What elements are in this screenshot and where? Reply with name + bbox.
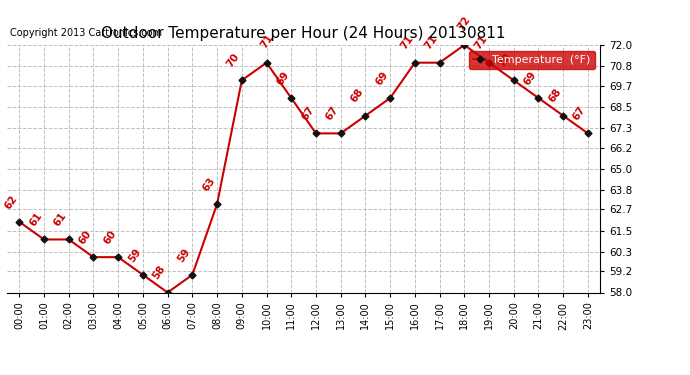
- Text: Copyright 2013 Cartronics.com: Copyright 2013 Cartronics.com: [10, 28, 162, 38]
- Text: 70: 70: [225, 51, 241, 69]
- Text: 60: 60: [101, 228, 118, 246]
- Text: 62: 62: [3, 193, 19, 211]
- Text: 60: 60: [77, 228, 93, 246]
- Text: 69: 69: [522, 69, 538, 87]
- Text: 68: 68: [546, 87, 563, 105]
- Text: 67: 67: [324, 105, 341, 122]
- Text: 61: 61: [52, 211, 68, 228]
- Legend: Temperature  (°F): Temperature (°F): [469, 51, 595, 69]
- Text: 71: 71: [423, 34, 440, 52]
- Text: 58: 58: [151, 264, 168, 281]
- Text: 71: 71: [398, 34, 415, 52]
- Text: 59: 59: [126, 246, 143, 264]
- Text: 68: 68: [349, 87, 365, 105]
- Text: 69: 69: [275, 69, 291, 87]
- Text: 72: 72: [456, 15, 473, 33]
- Text: 61: 61: [28, 211, 44, 228]
- Text: 71: 71: [473, 34, 489, 52]
- Text: 63: 63: [201, 176, 217, 193]
- Text: 67: 67: [571, 105, 588, 122]
- Text: 71: 71: [258, 33, 275, 50]
- Text: 69: 69: [373, 69, 390, 87]
- Title: Outdoor Temperature per Hour (24 Hours) 20130811: Outdoor Temperature per Hour (24 Hours) …: [101, 26, 506, 41]
- Text: 59: 59: [176, 246, 193, 264]
- Text: 70: 70: [497, 51, 514, 69]
- Text: 67: 67: [299, 105, 316, 122]
